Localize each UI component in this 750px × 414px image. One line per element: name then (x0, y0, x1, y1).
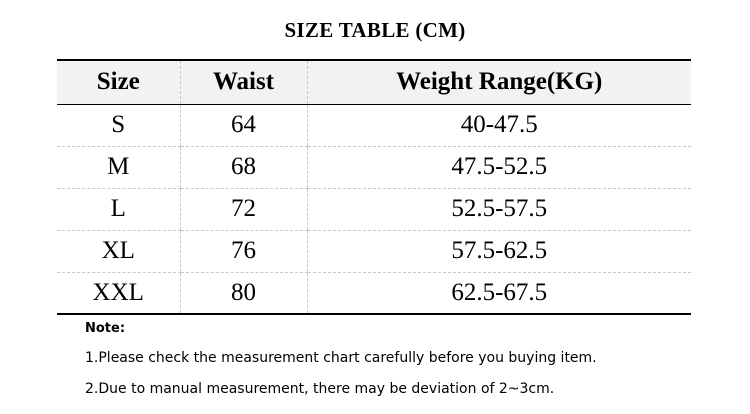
cell-weight-range: 40-47.5 (306, 104, 691, 147)
notes-heading: Note: (85, 321, 126, 336)
cell-waist: 76 (179, 230, 307, 273)
column-header-waist: Waist (179, 60, 307, 105)
table-row: M 68 47.5-52.5 (57, 146, 691, 189)
cell-size: L (57, 188, 180, 231)
column-header-size: Size (57, 60, 180, 105)
column-header-weight-range: Weight Range(KG) (306, 60, 691, 105)
table-row: XL 76 57.5-62.5 (57, 230, 691, 273)
table-row: S 64 40-47.5 (57, 104, 691, 147)
cell-waist: 68 (179, 146, 307, 189)
table-header-row: Size Waist Weight Range(KG) (57, 60, 691, 105)
cell-waist: 72 (179, 188, 307, 231)
cell-size: XXL (92, 278, 144, 306)
cell-weight-range: 52.5-57.5 (306, 188, 691, 231)
cell-waist: 80 (179, 272, 307, 314)
table-row: XXL 80 62.5-67.5 (57, 272, 691, 314)
cell-waist: 64 (179, 104, 307, 147)
note-item: 2.Due to manual measurement, there may b… (85, 381, 555, 397)
table-title: SIZE TABLE (CM) (284, 18, 466, 42)
cell-size: S (57, 104, 180, 147)
cell-weight-range: 47.5-52.5 (306, 146, 691, 189)
table-row: L 72 52.5-57.5 (57, 188, 691, 231)
size-table: Size Waist Weight Range(KG) S 64 40-47.5… (57, 59, 691, 315)
cell-size: M (57, 146, 180, 189)
notes-section: Note: 1.Please check the measurement cha… (85, 318, 597, 397)
note-item: 1.Please check the measurement chart car… (85, 350, 597, 366)
cell-weight-range: 62.5-67.5 (306, 272, 691, 314)
cell-size: XL (57, 230, 180, 273)
cell-weight-range: 57.5-62.5 (306, 230, 691, 273)
